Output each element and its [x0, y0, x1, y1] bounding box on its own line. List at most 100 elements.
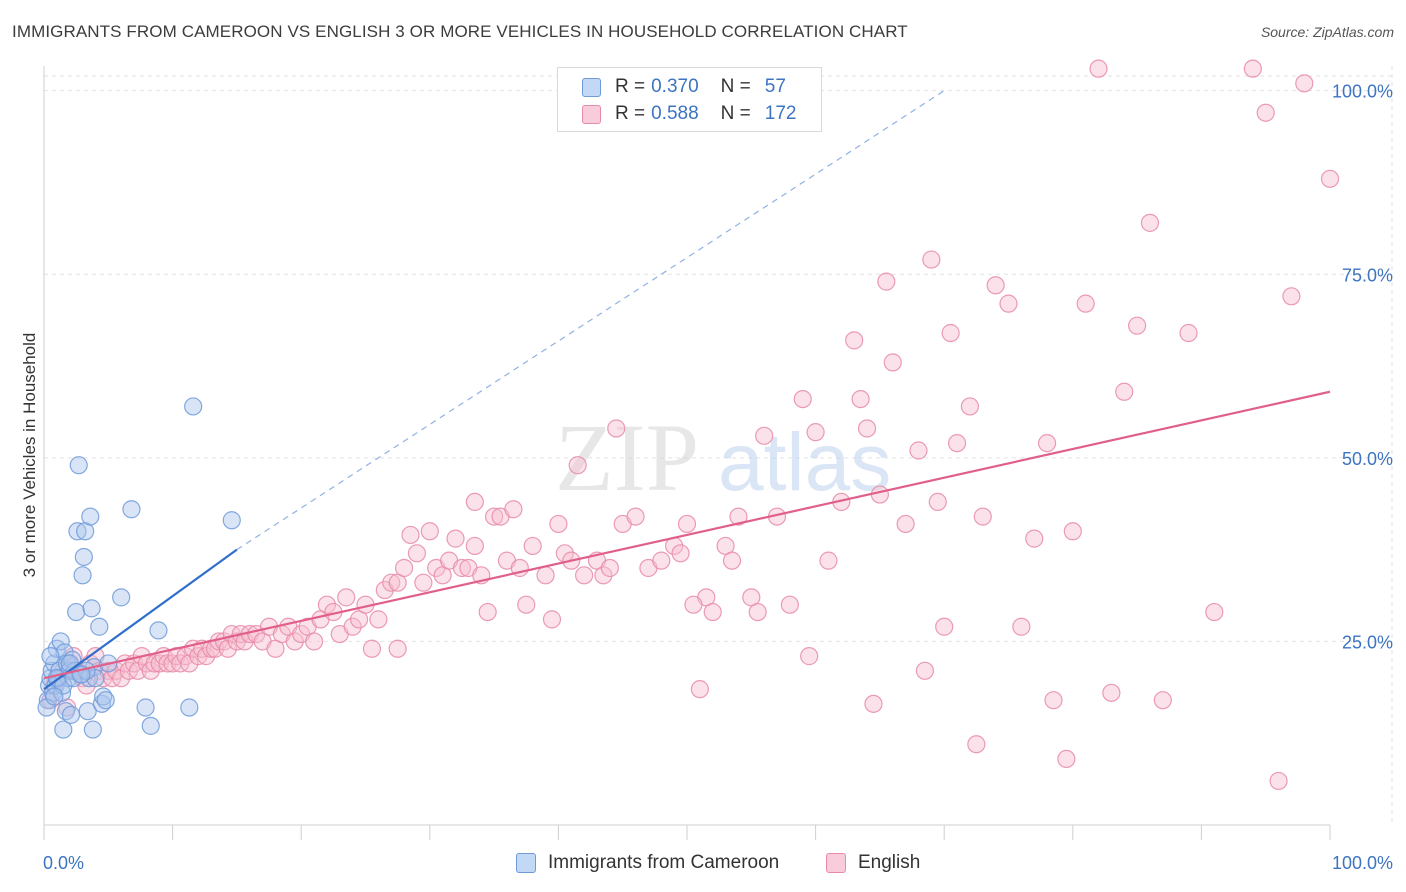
- cameroon-point: [180, 698, 199, 717]
- english-point: [452, 558, 472, 578]
- english-point: [362, 639, 382, 658]
- english-point: [485, 507, 504, 526]
- english-point: [947, 434, 967, 453]
- english-point: [536, 566, 555, 585]
- cameroon-point: [45, 687, 64, 706]
- cameroon-trend-line: [43, 548, 238, 691]
- english-point: [793, 389, 812, 409]
- english-point: [343, 617, 362, 636]
- english-point: [1127, 316, 1147, 335]
- english-point: [1089, 59, 1108, 78]
- english-point: [317, 595, 337, 614]
- english-point: [1320, 169, 1340, 188]
- english-point: [1256, 103, 1275, 122]
- english-points: [41, 59, 1340, 791]
- cameroon-point: [82, 599, 101, 618]
- y-tick-label: 75.0%: [1342, 265, 1393, 285]
- legend-n-label: N =: [720, 103, 751, 124]
- cameroon-point: [69, 456, 88, 475]
- english-point: [684, 595, 703, 614]
- english-point: [388, 639, 407, 658]
- english-point: [729, 507, 748, 526]
- english-point: [112, 669, 131, 688]
- cameroon-point: [90, 617, 109, 636]
- english-point: [337, 588, 356, 607]
- y-tick-label: 100.0%: [1332, 82, 1393, 102]
- axes: [43, 66, 1331, 840]
- english-point: [382, 573, 401, 592]
- english-point: [960, 397, 980, 416]
- english-point: [722, 551, 742, 570]
- cameroon-point: [222, 511, 241, 530]
- english-trend-line: [43, 390, 1331, 680]
- y-axis-label: 3 or more Vehicles in Household: [20, 333, 39, 578]
- english-point: [414, 573, 433, 592]
- cameroon-point: [141, 716, 160, 735]
- source-note: Source: ZipAtlas.com: [1260, 24, 1394, 40]
- legend-row-english: R = 0.588 N = 172: [582, 102, 796, 126]
- cameroon-point: [112, 588, 131, 607]
- cameroon-point: [54, 720, 73, 739]
- english-point: [967, 735, 986, 754]
- english-point: [446, 529, 465, 548]
- english-point: [549, 514, 568, 534]
- english-point: [523, 536, 542, 556]
- english-point: [928, 492, 947, 512]
- english-point: [935, 617, 954, 636]
- cameroon-point: [74, 547, 93, 567]
- trend-lines: [43, 90, 1331, 691]
- legend-r-label: R =: [615, 103, 646, 124]
- english-point: [883, 353, 902, 372]
- english-point: [857, 419, 877, 438]
- legend-swatch-cameroon: [582, 77, 601, 97]
- bottom-legend-english: English: [826, 852, 920, 874]
- english-point: [517, 595, 536, 614]
- english-point: [677, 514, 697, 534]
- english-point: [1295, 74, 1314, 93]
- y-tick-label: 50.0%: [1342, 449, 1393, 469]
- cameroon-point: [55, 643, 74, 662]
- english-point: [594, 566, 613, 585]
- cameroon-point: [184, 397, 203, 416]
- grid-lines: [44, 66, 1393, 825]
- english-point: [1140, 213, 1160, 232]
- english-point: [542, 610, 562, 629]
- english-point: [877, 272, 896, 291]
- legend-r-label: R =: [615, 76, 646, 97]
- legend: R = 0.370 N = 57 R = 0.588 N = 172: [557, 67, 822, 132]
- english-point: [1179, 323, 1198, 343]
- english-point: [941, 323, 960, 343]
- english-point: [800, 647, 819, 666]
- legend-swatch-english: [582, 104, 601, 124]
- cameroon-point: [149, 621, 168, 640]
- legend-n-label: N =: [720, 76, 751, 97]
- english-point: [973, 507, 992, 526]
- english-point: [986, 276, 1005, 295]
- bottom-legend-swatch-cameroon: [516, 853, 536, 873]
- legend-n-value: 172: [764, 103, 797, 124]
- english-point: [915, 661, 935, 680]
- y-tick-label: 25.0%: [1342, 632, 1393, 652]
- english-point: [465, 492, 484, 512]
- english-point: [568, 456, 587, 475]
- english-point: [845, 331, 864, 350]
- chart-title: IMMIGRANTS FROM CAMEROON VS ENGLISH 3 OR…: [12, 22, 908, 41]
- english-point: [1205, 602, 1224, 622]
- legend-r-value: 0.588: [651, 103, 699, 124]
- cameroon-point: [81, 507, 100, 526]
- english-point: [999, 294, 1018, 313]
- x-tick-label: 100.0%: [1332, 853, 1393, 873]
- cameroon-point: [96, 691, 115, 710]
- bottom-legend-label-english: English: [858, 852, 921, 873]
- english-point: [285, 632, 304, 651]
- cameroon-point: [136, 698, 155, 717]
- legend-row-cameroon: R = 0.370 N = 57: [582, 75, 786, 99]
- watermark-zip: ZIP: [555, 404, 699, 511]
- english-point: [478, 602, 497, 622]
- english-point: [401, 525, 420, 545]
- watermark: ZIP atlas: [555, 404, 891, 511]
- english-point: [690, 680, 709, 699]
- english-point: [671, 544, 690, 563]
- english-point: [504, 500, 523, 519]
